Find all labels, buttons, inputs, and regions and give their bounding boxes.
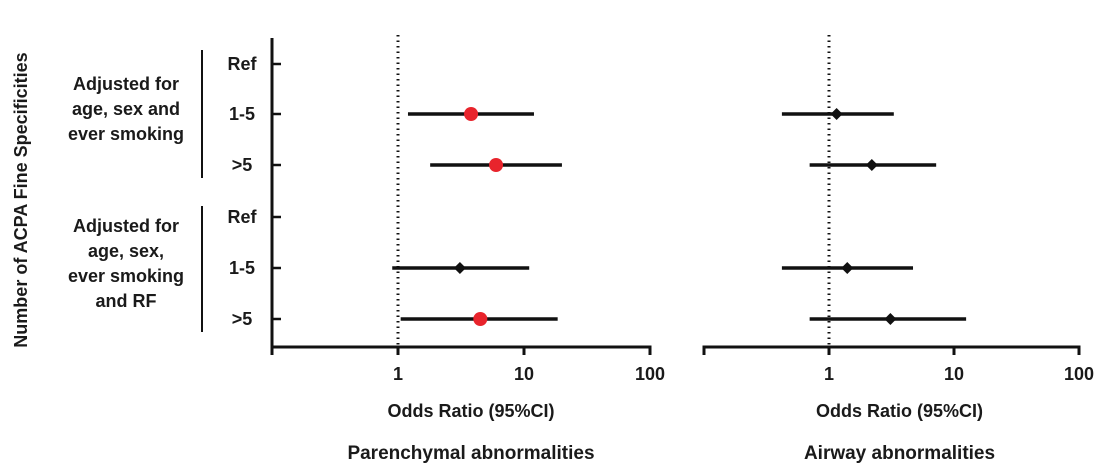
airway-x-axis-title: Odds Ratio (95%CI)	[816, 401, 983, 421]
airway-point	[841, 262, 854, 274]
group-label-line: ever smoking	[68, 124, 184, 144]
parenchymal-panel-title: Parenchymal abnormalities	[347, 443, 594, 464]
row-label: Ref	[227, 54, 257, 74]
group-label-line: age, sex,	[88, 241, 164, 261]
row-label: 1-5	[229, 104, 255, 124]
parenchymal-x-tick-label: 1	[393, 364, 403, 384]
group-label-line: Adjusted for	[73, 216, 179, 236]
group-label-line: Adjusted for	[73, 74, 179, 94]
parenchymal-point	[453, 262, 466, 274]
airway-x-tick-label: 10	[944, 364, 964, 384]
parenchymal-x-tick-label: 10	[514, 364, 534, 384]
parenchymal-point-significant	[489, 158, 504, 172]
parenchymal-point-significant	[464, 107, 479, 121]
airway-x-tick-label: 100	[1064, 364, 1094, 384]
airway-point	[865, 159, 878, 171]
row-label: >5	[232, 155, 253, 175]
row-label: Ref	[227, 207, 257, 227]
parenchymal-point-significant	[473, 312, 488, 326]
airway-panel-title: Airway abnormalities	[804, 443, 995, 464]
y-axis-title: Number of ACPA Fine Specificities	[11, 52, 31, 347]
group-label-line: ever smoking	[68, 266, 184, 286]
airway-x-tick-label: 1	[824, 364, 834, 384]
group-label-line: age, sex and	[72, 99, 180, 119]
group-label-line: and RF	[96, 291, 157, 311]
airway-point	[884, 313, 897, 325]
row-label: 1-5	[229, 258, 255, 278]
airway-point	[830, 108, 843, 120]
row-label: >5	[232, 309, 253, 329]
parenchymal-x-tick-label: 100	[635, 364, 665, 384]
parenchymal-x-axis-title: Odds Ratio (95%CI)	[387, 401, 554, 421]
